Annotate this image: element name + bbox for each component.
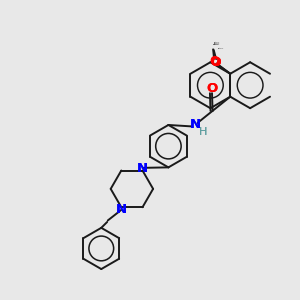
Text: O: O [209,55,219,68]
Text: N: N [137,162,148,175]
Text: H: H [199,127,207,137]
Text: methoxy: methoxy [218,48,224,49]
Text: methoxy: methoxy [214,43,220,44]
Text: methoxy: methoxy [214,41,220,43]
Text: methoxy: methoxy [214,44,220,46]
Text: O: O [206,82,217,95]
Text: N: N [116,203,127,216]
Text: H: H [199,127,207,137]
Text: O: O [211,56,221,69]
Text: N: N [137,162,148,175]
Text: O: O [211,56,221,69]
Text: N: N [189,118,200,131]
Text: O: O [206,82,217,95]
Text: N: N [189,118,200,131]
Text: N: N [116,203,127,216]
Text: methoxy: methoxy [213,44,219,45]
